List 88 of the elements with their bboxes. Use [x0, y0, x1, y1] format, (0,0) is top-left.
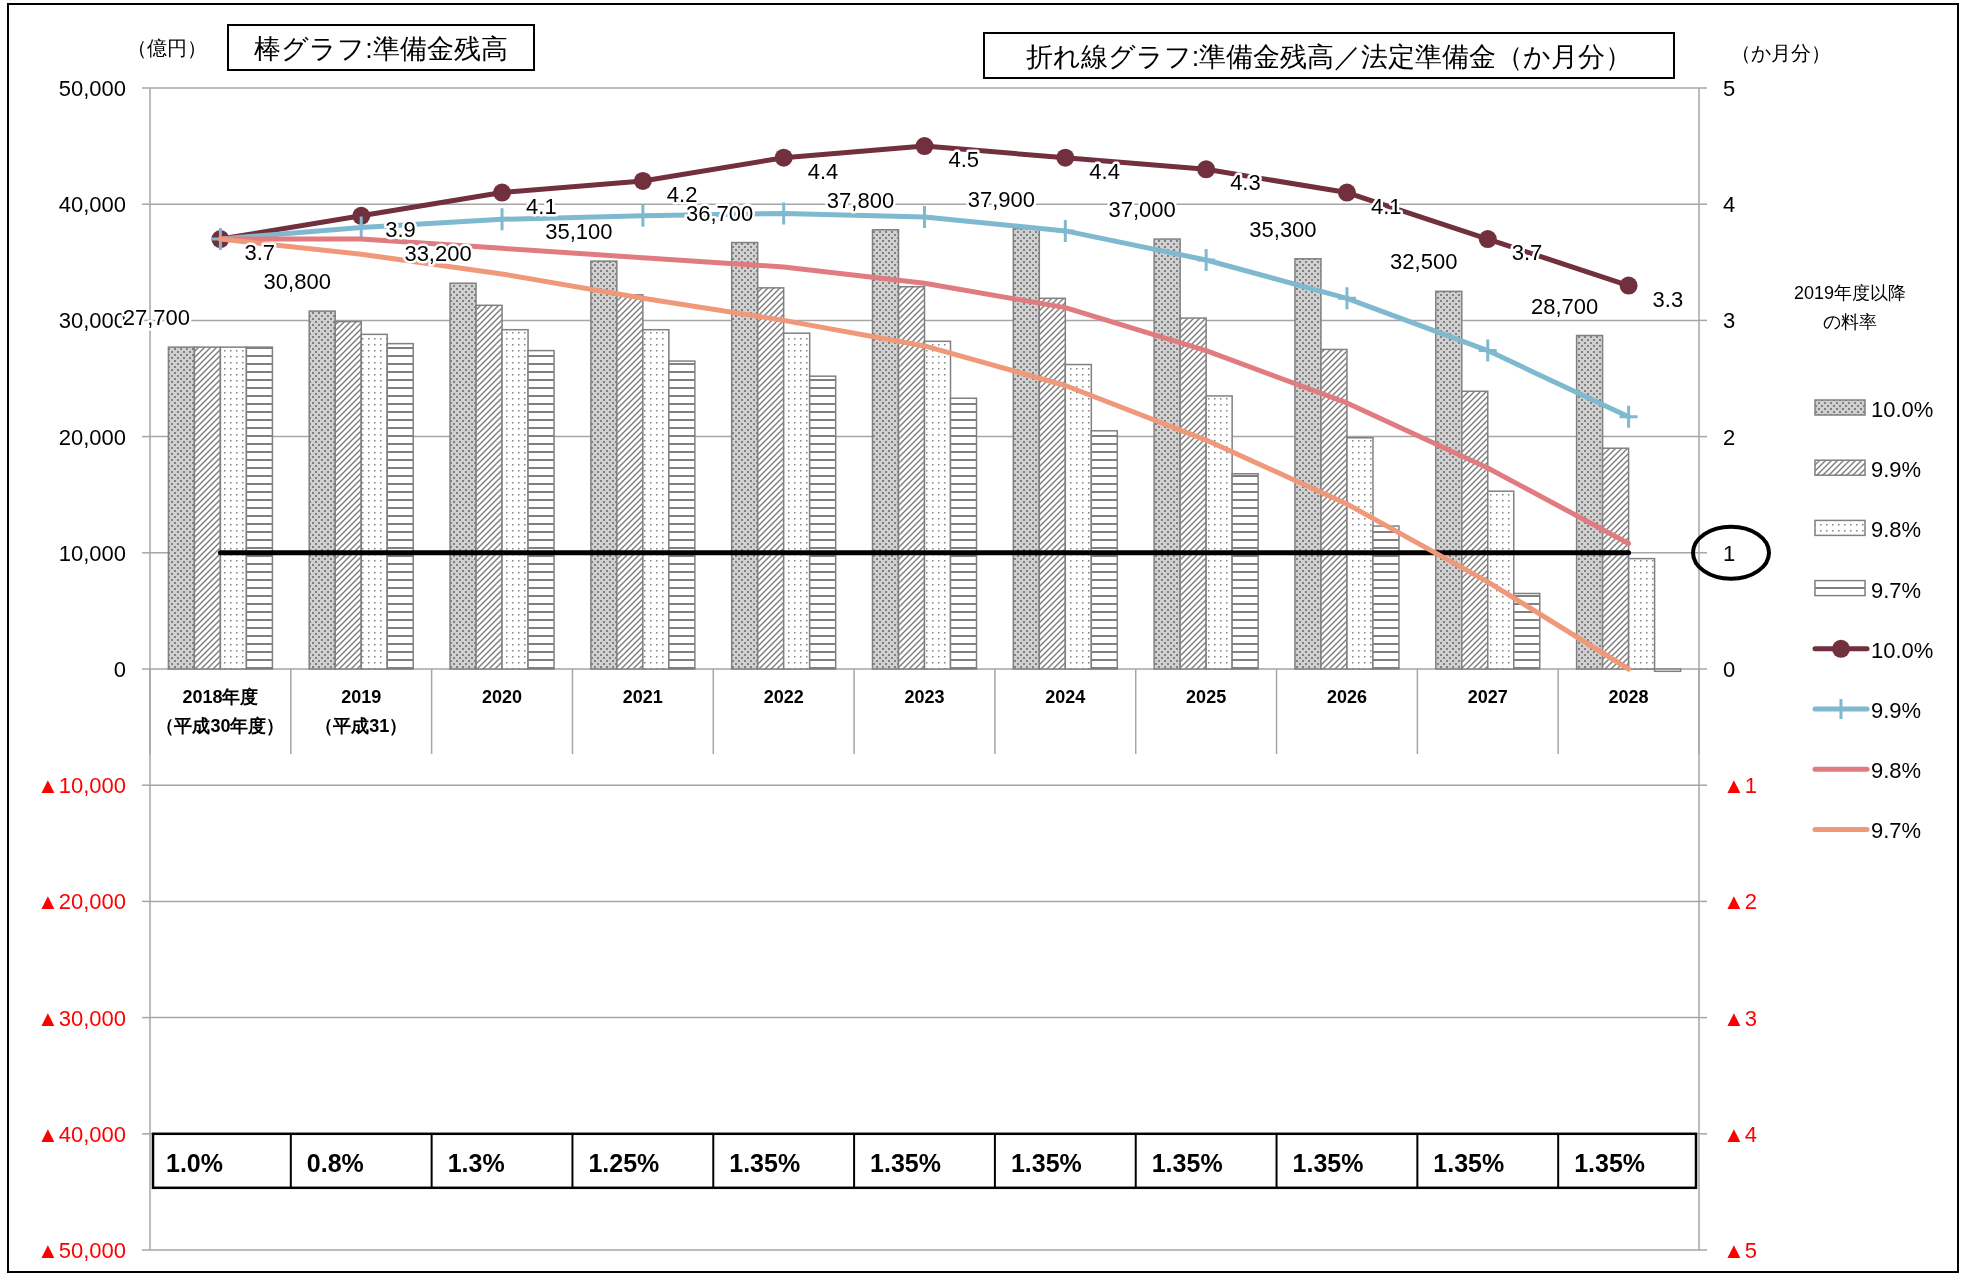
annotation: 1.0% — [166, 1148, 223, 1177]
x-tick-label: 2027 — [1467, 687, 1508, 707]
y2-tick-label: ▲2 — [1723, 889, 1758, 915]
y-tick-label: 10,000 — [58, 540, 126, 566]
chart-title: 棒グラフ:準備金残高 — [254, 34, 508, 64]
y2-tick-label: 4 — [1723, 192, 1736, 218]
legend-label: 10.0% — [1871, 397, 1934, 422]
point — [1337, 287, 1356, 310]
point — [1337, 183, 1356, 202]
point — [1197, 160, 1216, 179]
point — [774, 148, 793, 167]
point — [1056, 219, 1075, 242]
annotation: 1.25% — [588, 1148, 660, 1177]
y-tick-label: ▲20,000 — [36, 889, 126, 915]
x-tick-label: 2026 — [1326, 687, 1367, 707]
y2-tick-label: ▲5 — [1723, 1238, 1758, 1263]
y2-axis-title: （か月分） — [1731, 42, 1831, 64]
x-tick-label: 2028 — [1608, 687, 1649, 707]
y2-tick-label: 2 — [1723, 424, 1736, 450]
data-label: 4.1 — [526, 193, 557, 219]
legend-label: 9.7% — [1871, 577, 1922, 603]
y2-tick-label: ▲3 — [1723, 1005, 1758, 1031]
legend-label: 9.9% — [1871, 457, 1922, 483]
data-label: 37,900 — [967, 186, 1035, 212]
point — [915, 137, 934, 156]
legend-title: 2019年度以降の料率 — [1793, 283, 1907, 332]
data-label: 32,500 — [1390, 249, 1458, 275]
legend-label: 9.7% — [1871, 818, 1922, 844]
y-tick-label: ▲40,000 — [36, 1121, 126, 1147]
data-label: 4.3 — [1230, 170, 1261, 196]
x-tick-label: 2018年度（平成30年度） — [156, 687, 285, 736]
x-tick-label: 2021 — [622, 687, 663, 707]
y-tick-label: 50,000 — [58, 76, 126, 101]
chart-subtitle: 折れ線グラフ:準備金残高／法定準備金（か月分） — [1025, 42, 1633, 72]
data-label: 28,700 — [1530, 293, 1599, 319]
x-tick-label: 2025 — [1186, 687, 1227, 707]
y-tick-label: ▲50,000 — [36, 1238, 126, 1263]
legend-label: 10.0% — [1871, 637, 1934, 663]
annotation: 1.35% — [729, 1148, 801, 1177]
annotation: 0.8% — [306, 1148, 364, 1177]
legend-label: 9.9% — [1871, 698, 1922, 723]
y-tick-label: 20,000 — [58, 424, 126, 450]
y2-tick-label: 3 — [1723, 308, 1736, 334]
data-label: 35,300 — [1249, 216, 1317, 242]
legend-label: 9.8% — [1871, 517, 1922, 543]
y-tick-label: 0 — [113, 657, 126, 682]
x-tick-label: 2022 — [763, 687, 804, 707]
x-tick-label: 2023 — [904, 687, 945, 707]
y2-tick-label: 5 — [1723, 76, 1736, 101]
y-tick-label: ▲10,000 — [36, 773, 126, 799]
y2-tick-label: 1 — [1723, 540, 1736, 566]
x-tick-label: 2024 — [1045, 687, 1086, 707]
y2-tick-label: ▲4 — [1723, 1121, 1758, 1147]
annotation: 1.35% — [1574, 1148, 1646, 1177]
y-tick-label: ▲30,000 — [36, 1005, 126, 1031]
point — [1197, 248, 1216, 271]
point — [1619, 405, 1638, 428]
legend-label: 9.8% — [1871, 758, 1922, 784]
annotation: 1.35% — [870, 1148, 941, 1177]
data-label: 37,000 — [1108, 197, 1176, 223]
y-axis-title: （億円） — [127, 37, 207, 59]
annotation: 1.3% — [447, 1148, 505, 1177]
y2-tick-label: ▲1 — [1723, 773, 1758, 799]
annotation: 1.35% — [1292, 1148, 1364, 1177]
point — [633, 171, 652, 190]
annotation: 1.35% — [1010, 1148, 1082, 1177]
y2-tick-label: 0 — [1723, 657, 1736, 682]
data-label: 35,100 — [545, 219, 613, 245]
y-tick-label: 40,000 — [58, 192, 126, 218]
annotation: 1.35% — [1151, 1148, 1223, 1177]
data-label: 30,800 — [263, 269, 331, 295]
data-label: 37,800 — [826, 187, 895, 213]
annotation: 1.35% — [1433, 1148, 1505, 1177]
data-label: 4.4 — [1089, 158, 1120, 184]
point — [1478, 230, 1497, 249]
data-label: 4.5 — [948, 147, 980, 173]
x-tick-label: 2020 — [482, 687, 523, 707]
data-label: 3.7 — [244, 240, 275, 266]
point — [493, 183, 512, 202]
data-label: 33,200 — [404, 241, 472, 267]
point — [1056, 148, 1075, 167]
x-tick-label: 2019（平成31） — [315, 687, 408, 736]
data-label: 4.4 — [807, 158, 839, 184]
point — [1619, 276, 1638, 295]
point — [1478, 339, 1497, 362]
data-label: 3.3 — [1652, 286, 1684, 312]
data-label: 4.2 — [666, 181, 698, 207]
data-label: 3.9 — [385, 216, 416, 242]
